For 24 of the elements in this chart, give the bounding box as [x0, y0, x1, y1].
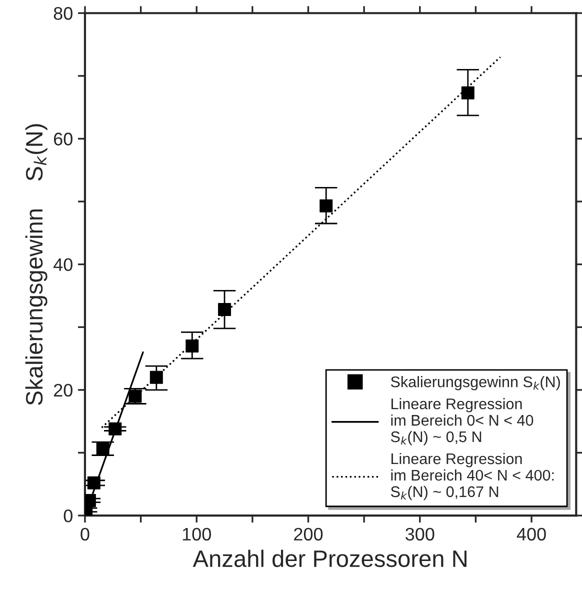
- x-tick-label: 400: [516, 528, 546, 541]
- y-tick-label: 40: [54, 258, 72, 272]
- point: [320, 199, 333, 212]
- point: [96, 442, 110, 456]
- legend-label: Lineare Regression im Bereich 40< N < 400: S$_{k}$(N) ~ 0,167 N: [390, 452, 554, 500]
- point: [150, 370, 163, 384]
- y-tick-label: 0: [64, 509, 72, 522]
- point: [128, 390, 142, 403]
- point: [108, 422, 122, 436]
- point: [87, 476, 100, 490]
- y-axis-title: Skalierungsgewinn S$_{k}$(N): [25, 124, 48, 406]
- y-tick-label: 60: [54, 132, 72, 146]
- x-tick-label: 300: [406, 528, 434, 541]
- y-tick-label: 20: [54, 384, 72, 397]
- point: [461, 86, 474, 100]
- legend-label: Lineare Regression im Bereich 0< N < 40 S$_{k}$(N) ~ 0,5 N: [390, 398, 534, 446]
- x-tick-label: 200: [294, 528, 323, 541]
- x-tick-label: 100: [182, 528, 211, 541]
- y-tick-label: 80: [54, 7, 72, 20]
- x-axis-title: Anzahl der Prozessoren N: [192, 550, 466, 568]
- x-tick-label: 0: [80, 528, 90, 541]
- point: [186, 339, 199, 352]
- legend-label: Skalierungsgewinn S$_{k}$(N): [390, 376, 560, 390]
- point: [218, 303, 232, 316]
